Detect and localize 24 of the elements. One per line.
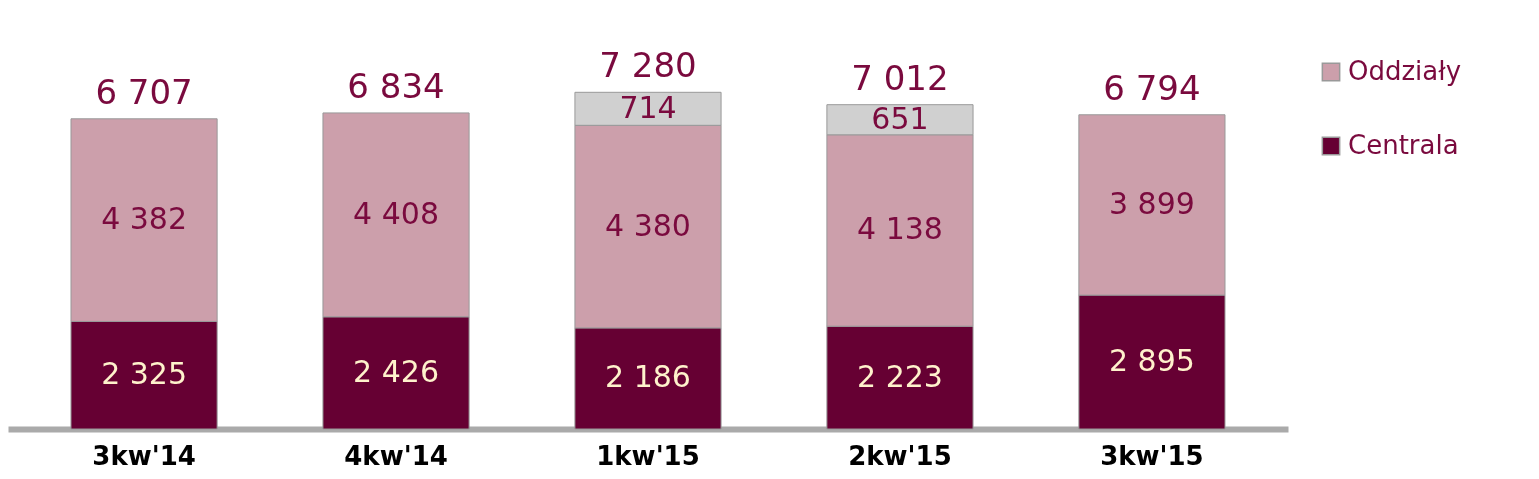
data-label: 2 223 [857, 358, 943, 394]
data-label: 2 325 [101, 356, 188, 392]
x-tick-label: 3kw'14 [92, 440, 196, 471]
data-label: 2 895 [1108, 343, 1195, 379]
data-label: 4 408 [353, 195, 439, 231]
total-label: 7 280 [599, 45, 697, 86]
data-label: 3 899 [1108, 185, 1195, 221]
total-label: 6 834 [347, 65, 445, 106]
data-label: 651 [871, 100, 929, 136]
total-label: 6 707 [95, 71, 193, 112]
data-label: 714 [619, 89, 677, 125]
data-label: 4 138 [857, 211, 943, 247]
x-tick-label: 3kw'15 [1100, 440, 1204, 471]
data-label: 2 186 [605, 359, 691, 395]
legend-label: Centrala [1348, 130, 1459, 160]
data-label: 4 380 [605, 207, 691, 243]
legend-label: Oddziały [1348, 56, 1462, 86]
x-tick-label: 1kw'15 [596, 440, 700, 471]
x-tick-label: 2kw'15 [848, 440, 952, 471]
x-tick-label: 4kw'14 [344, 440, 448, 471]
total-label: 7 012 [851, 57, 949, 98]
data-label: 4 382 [101, 201, 188, 237]
total-label: 6 794 [1103, 67, 1201, 108]
data-label: 2 426 [353, 353, 439, 389]
